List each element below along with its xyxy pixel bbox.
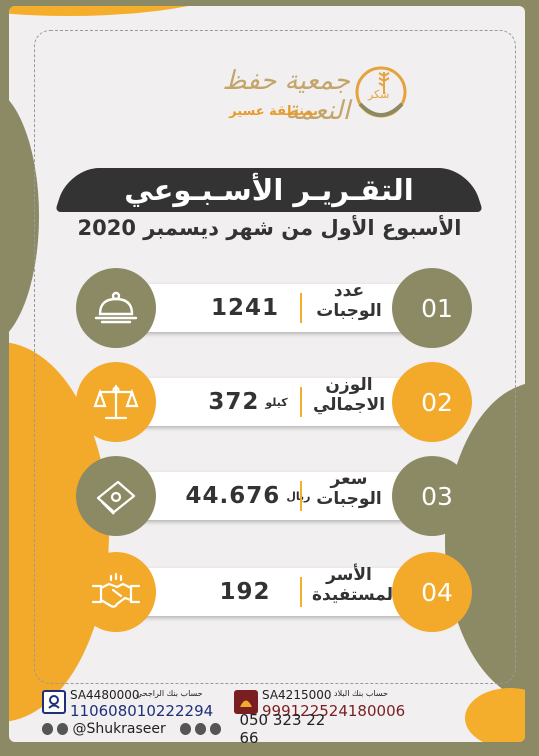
alrajhi-logo-icon [42, 690, 66, 714]
stat-row-price: ريال 44.676 سعر الوجبات 03 [76, 456, 472, 536]
separator [300, 293, 302, 323]
stat-label: عدد الوجبات [316, 281, 382, 321]
logo-mark-text: شكر [367, 88, 389, 101]
separator [300, 577, 302, 607]
stat-label: سعر الوجبات [316, 469, 382, 509]
money-icon [96, 480, 136, 515]
snapchat-icon [42, 723, 54, 735]
bank-name: حساب بنك الراجحي [136, 689, 203, 698]
scale-icon [93, 384, 139, 420]
social-handle: @Shukraseer [72, 721, 166, 737]
hands-wheat-icon: شكر [355, 66, 407, 118]
account-iban: 999122524180006 [262, 702, 406, 720]
stat-icon-circle [76, 552, 156, 632]
stat-row-meals: 1241 عدد الوجبات 01 [76, 268, 472, 348]
handshake-icon [91, 572, 141, 608]
stat-bar [116, 472, 428, 520]
separator [300, 481, 302, 511]
stat-number-circle: 03 [392, 456, 472, 536]
footer: SA4480000 حساب بنك الراجحي 1106080102222… [34, 684, 516, 747]
logo-title: جمعية حفظ النعمة [222, 66, 350, 126]
account-code: SA4215000 [262, 688, 332, 702]
stat-number-circle: 01 [392, 268, 472, 348]
stat-icon-circle [76, 268, 156, 348]
youtube-icon [195, 723, 207, 735]
title-banner: التقـريـر الأسـبـوعي [80, 168, 458, 212]
report-subtitle: الأسبوع الأول من شهر ديسمبر 2020 [77, 216, 462, 240]
stat-bar [116, 568, 428, 616]
stat-number-circle: 04 [392, 552, 472, 632]
stat-icon-circle [76, 362, 156, 442]
stat-number-circle: 02 [392, 362, 472, 442]
stat-value-box: ريال 44.676 [185, 476, 311, 516]
stat-value: 44.676 [185, 483, 281, 509]
account-iban: 110608010222294 [70, 702, 214, 720]
serving-cloche-icon [94, 291, 138, 324]
stat-index: 04 [421, 577, 453, 607]
stat-label: الوزن الاجمالي [312, 375, 386, 415]
stat-index: 03 [421, 481, 453, 511]
twitter-icon [179, 723, 192, 735]
stat-unit: كيلو [265, 395, 288, 409]
report-title: التقـريـر الأسـبـوعي [124, 173, 414, 207]
content-frame [34, 30, 516, 684]
contact-line: @Shukraseer 050 323 22 66 [42, 711, 342, 747]
stat-row-families: 192 الأسر المستفيدة 04 [76, 552, 472, 632]
stat-value: 1241 [211, 295, 280, 321]
separator [300, 387, 302, 417]
instagram-icon [57, 723, 69, 735]
stat-bar [116, 284, 428, 332]
stat-value-box: كيلو 372 [188, 382, 308, 422]
stat-unit: ريال [286, 489, 311, 503]
organization-logo: جمعية حفظ النعمة بمنطقة عسير شكر [150, 58, 410, 138]
phone-number: 050 323 22 66 [239, 711, 326, 747]
albilad-logo-icon [234, 690, 258, 714]
bank-name: حساب بنك البلاد [334, 689, 388, 698]
stat-value-box: 1241 [188, 288, 308, 328]
stat-index: 02 [421, 387, 453, 417]
decor-shape [9, 6, 249, 16]
whatsapp-icon [210, 723, 222, 735]
logo-subtitle: بمنطقة عسير [229, 104, 318, 119]
stat-label: الأسر المستفيدة [312, 565, 399, 605]
stat-value-box: 192 [188, 572, 308, 612]
stat-value: 192 [219, 579, 271, 605]
stat-bar [116, 378, 428, 426]
account-code: SA4480000 [70, 688, 140, 702]
stat-index: 01 [421, 293, 453, 323]
stat-row-weight: كيلو 372 الوزن الاجمالي 02 [76, 362, 472, 442]
stat-icon-circle [76, 456, 156, 536]
stat-value: 372 [208, 389, 260, 415]
